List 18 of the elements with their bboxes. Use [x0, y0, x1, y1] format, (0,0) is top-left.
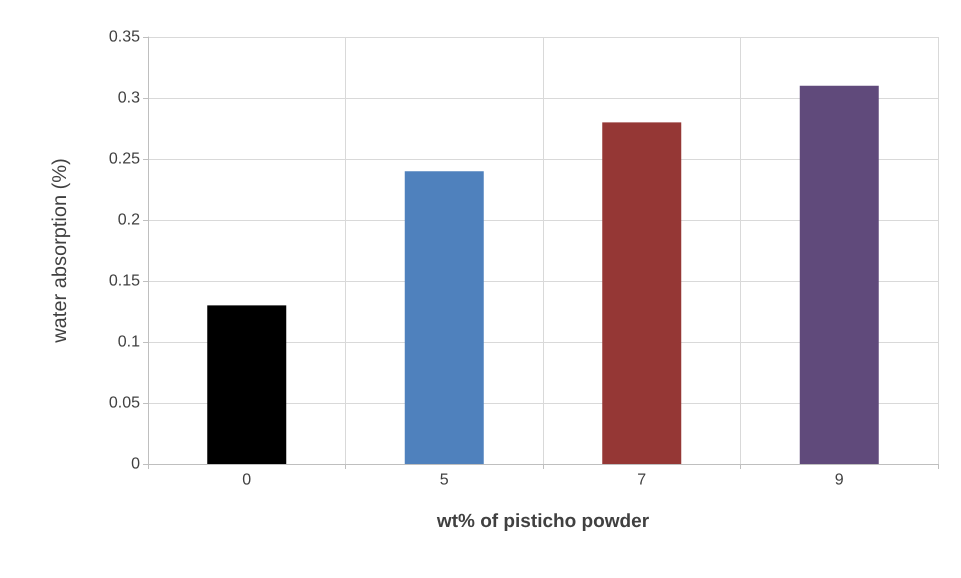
y-tick-label: 0.35 — [108, 28, 140, 46]
x-tick-label: 0 — [242, 472, 252, 488]
y-tick-label: 0.05 — [108, 394, 140, 412]
x-tick-label: 7 — [637, 472, 646, 488]
y-tick-label: 0.15 — [108, 272, 140, 290]
y-axis-title: water absorption (%) — [49, 158, 71, 344]
x-tick-label: 9 — [834, 472, 844, 488]
y-tick-label: 0.2 — [118, 212, 140, 228]
bar — [207, 305, 286, 464]
bar — [800, 86, 879, 464]
bar — [602, 122, 682, 464]
y-tick-label: 0.25 — [108, 150, 140, 168]
x-axis-title: wt% of pisticho powder — [436, 511, 650, 532]
y-tick-label: 0.3 — [118, 90, 140, 106]
x-tick-label: 5 — [440, 472, 449, 488]
bar — [404, 171, 484, 464]
y-tick-label: 0 — [131, 456, 140, 472]
y-tick-label: 0.1 — [118, 334, 140, 350]
